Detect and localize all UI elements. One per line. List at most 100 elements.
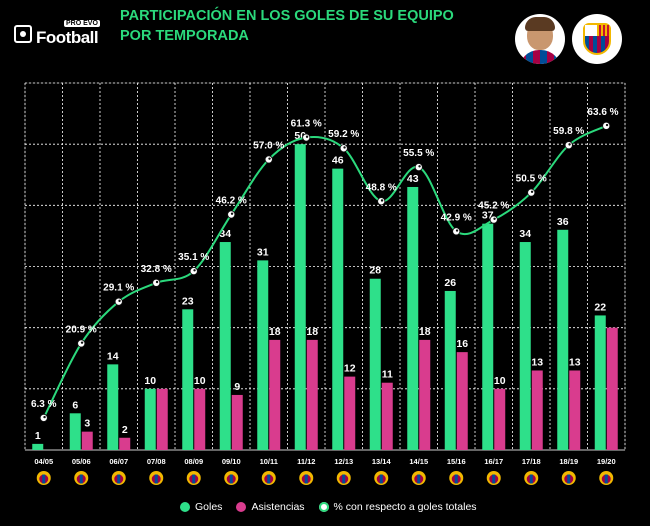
line-point-ball-patch — [493, 217, 496, 221]
bar-goles — [407, 186, 419, 450]
season-crest-icon — [261, 471, 276, 485]
line-point-label: 48.8 % — [366, 182, 397, 193]
bar-goles — [32, 443, 44, 450]
bar-asistencias — [531, 370, 543, 450]
legend-pct-label: % con respecto a goles totales — [333, 501, 477, 513]
player-hair — [525, 17, 555, 31]
bar-label-goles: 31 — [257, 246, 269, 258]
line-point-label: 29.1 % — [103, 283, 134, 294]
bar-asistencias — [269, 339, 281, 450]
line-point-label: 57.0 % — [253, 140, 284, 151]
bar-goles — [594, 315, 606, 450]
season-crest-icon — [599, 471, 614, 485]
bar-label-asistencias: 10 — [494, 375, 506, 387]
x-tick-label: 15/16 — [447, 457, 466, 466]
bar-goles — [482, 223, 494, 450]
x-tick-label: 07/08 — [147, 457, 166, 466]
line-point-label: 63.6 % — [587, 107, 618, 118]
line-point-label: 32.8 % — [141, 264, 172, 275]
season-crest-icon — [524, 471, 539, 485]
bar-label-asistencias: 13 — [569, 356, 581, 368]
bar-asistencias — [231, 394, 243, 450]
line-point-label: 46.2 % — [216, 196, 247, 207]
x-tick-label: 12/13 — [334, 457, 353, 466]
season-crest-stripe — [267, 474, 271, 484]
bar-asistencias — [381, 382, 393, 450]
bar-asistencias — [194, 388, 206, 450]
bar-goles — [69, 413, 81, 450]
bar-label-goles: 14 — [107, 350, 119, 362]
season-crest-stripe — [42, 474, 46, 484]
legend-item-pct: % con respecto a goles totales — [318, 501, 477, 513]
season-crest-stripe — [229, 474, 233, 484]
x-tick-label: 17/18 — [522, 457, 541, 466]
bar-label-goles: 6 — [72, 399, 78, 411]
season-crest-stripe — [417, 474, 421, 484]
bar-label-asistencias: 18 — [419, 326, 431, 338]
bar-label-asistencias: 18 — [269, 326, 281, 338]
season-crest-stripe — [79, 474, 83, 484]
season-crest-icon — [74, 471, 89, 485]
bar-goles — [369, 278, 381, 450]
bar-label-goles: 22 — [594, 301, 606, 313]
player-shirt — [519, 50, 561, 64]
player-avatar — [515, 14, 565, 64]
bar-label-asistencias: 10 — [194, 375, 206, 387]
bar-goles — [144, 388, 156, 450]
x-tick-label: 18/19 — [559, 457, 578, 466]
line-point-label: 55.5 % — [403, 148, 434, 159]
season-crest-icon — [374, 471, 389, 485]
legend-goles-swatch — [180, 502, 190, 512]
bar-label-goles: 36 — [557, 216, 569, 228]
legend-ball-icon — [318, 502, 329, 512]
legend-asistencias-swatch — [236, 502, 247, 512]
x-tick-label: 14/15 — [409, 457, 428, 466]
bar-goles — [182, 309, 194, 450]
bar-label-goles: 46 — [332, 155, 344, 167]
x-tick-label: 08/09 — [184, 457, 203, 466]
bar-label-goles: 37 — [482, 210, 494, 222]
season-crest-icon — [111, 471, 126, 485]
line-point-label: 42.9 % — [441, 212, 472, 223]
bar-asistencias — [81, 431, 93, 450]
line-point-label: 50.5 % — [516, 174, 547, 185]
line-point-label: 6.3 % — [31, 399, 57, 410]
legend-item-asistencias: Asistencias — [236, 501, 305, 513]
bar-asistencias — [156, 388, 168, 450]
line-pct-series — [42, 124, 607, 419]
season-crest-stripe — [379, 474, 383, 484]
line-point-ball-patch — [43, 415, 46, 419]
season-crest-stripe — [567, 474, 571, 484]
bar-label-goles: 34 — [219, 228, 231, 240]
chart-title: PARTICIPACIÓN EN LOS GOLES DE SU EQUIPO … — [120, 8, 454, 44]
line-point-ball-patch — [418, 165, 421, 168]
season-crest-stripe — [117, 474, 121, 484]
line-point-ball-patch — [118, 299, 121, 303]
bar-goles — [219, 242, 231, 450]
line-point-ball-patch — [193, 269, 196, 272]
season-crest-icon — [336, 471, 351, 485]
bar-label-goles: 28 — [369, 265, 381, 277]
x-tick-label: 06/07 — [109, 457, 128, 466]
bar-label-asistencias: 3 — [84, 418, 90, 430]
x-tick-label: 10/11 — [260, 457, 278, 466]
bar-asistencias — [344, 376, 356, 450]
x-tick-label: 04/05 — [34, 457, 53, 466]
line-point-label: 61.3 % — [291, 119, 322, 130]
bar-label-asistencias: 16 — [456, 338, 468, 350]
season-crest-icon — [411, 471, 426, 485]
x-tick-label: 05/06 — [72, 457, 91, 466]
legend-asistencias-label: Asistencias — [251, 501, 305, 513]
bar-label-asistencias: 12 — [344, 363, 356, 375]
season-crest-stripe — [454, 474, 458, 484]
club-crest-icon — [583, 23, 611, 55]
bar-goles — [444, 290, 456, 450]
line-point-label: 59.8 % — [553, 126, 584, 137]
bar-goles — [557, 229, 569, 450]
season-crest-stripe — [304, 474, 308, 484]
line-point-ball-patch — [343, 146, 346, 149]
bar-label-asistencias: 11 — [382, 369, 393, 381]
bar-label-asistencias: 2 — [122, 424, 128, 436]
logo-wordmark: Football — [36, 28, 99, 47]
season-crest-stripe — [342, 474, 346, 484]
